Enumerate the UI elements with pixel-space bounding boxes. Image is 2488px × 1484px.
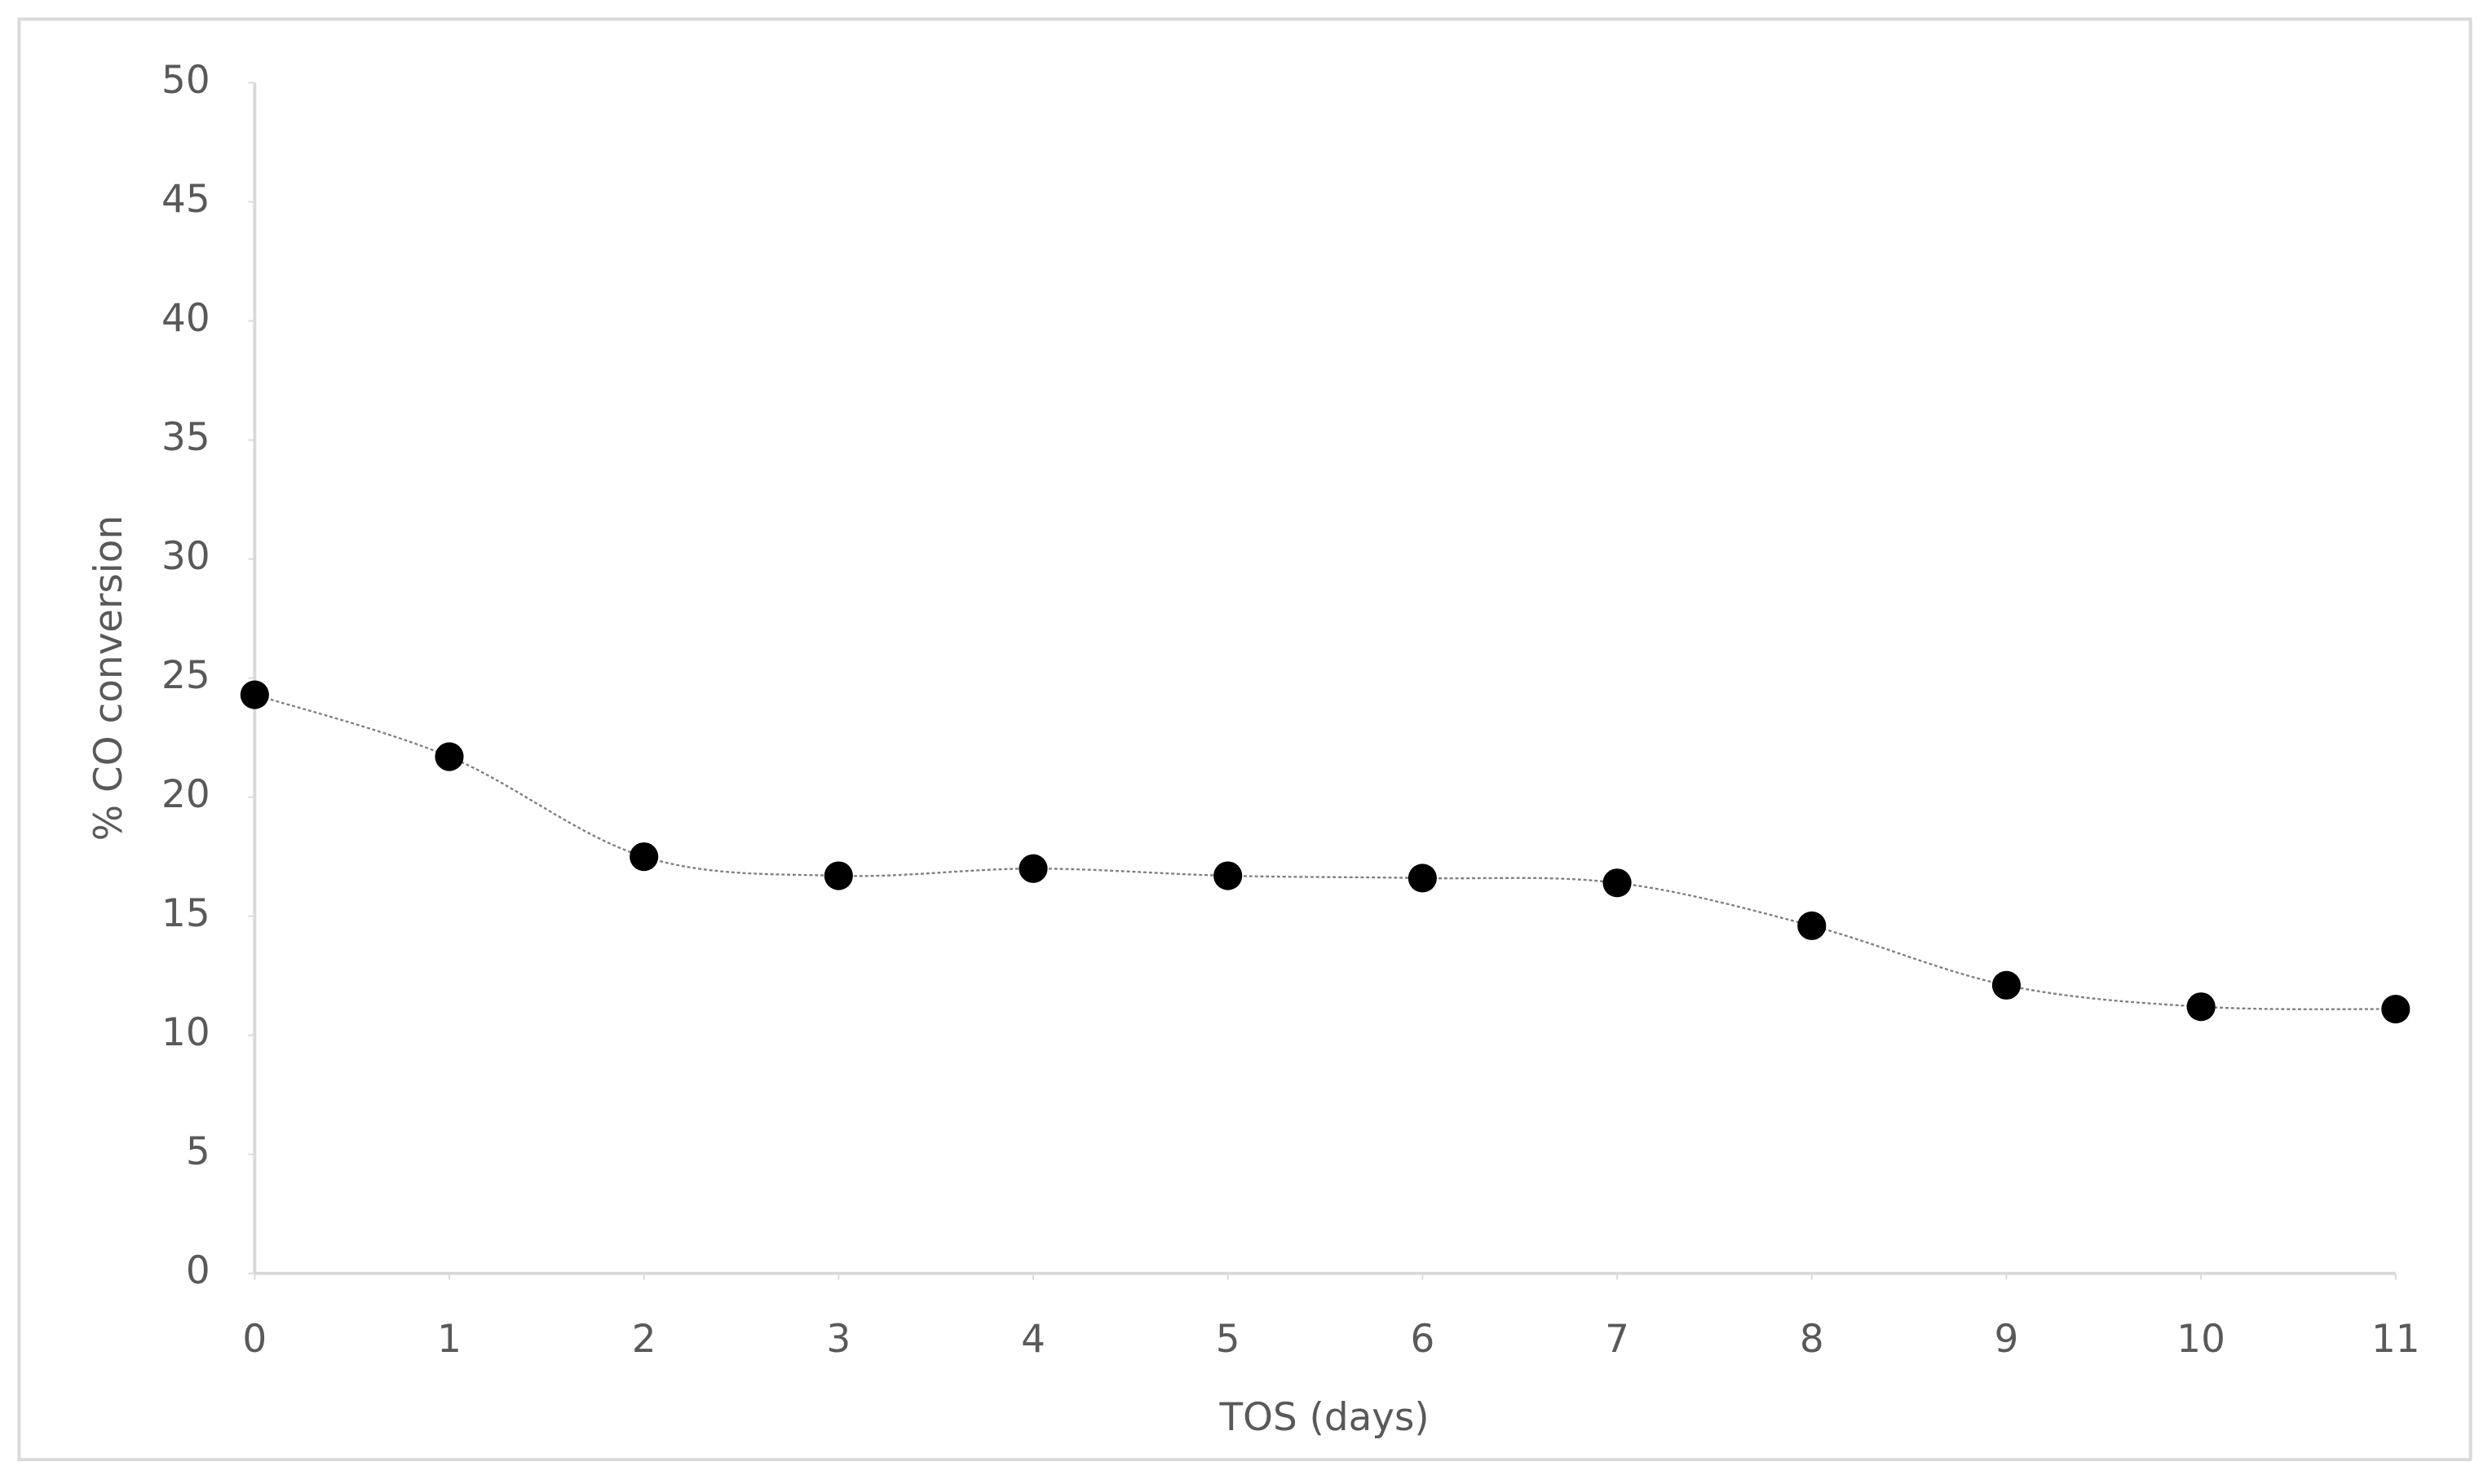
x-tick-label: 7 — [1605, 1318, 1629, 1362]
y-tick-label: 25 — [161, 654, 210, 698]
y-tick-label: 40 — [161, 297, 210, 341]
x-tick-label: 0 — [242, 1318, 267, 1362]
x-tick-label: 1 — [437, 1318, 462, 1362]
data-point — [630, 842, 659, 872]
data-point — [2381, 994, 2411, 1024]
data-point — [1602, 868, 1632, 898]
y-tick-label: 50 — [161, 59, 210, 103]
x-tick-label: 4 — [1021, 1318, 1045, 1362]
data-point — [435, 742, 464, 771]
y-tick-label: 35 — [161, 416, 210, 460]
data-point — [1019, 854, 1048, 883]
data-point — [1408, 863, 1437, 893]
data-point — [2186, 992, 2216, 1022]
x-tick-label: 2 — [632, 1318, 656, 1362]
x-tick-label: 8 — [1800, 1318, 1824, 1362]
x-tick-label: 9 — [1995, 1318, 2019, 1362]
x-axis-title: TOS (days) — [1218, 1396, 1429, 1440]
y-tick-label: 20 — [161, 773, 210, 817]
y-tick-label: 0 — [186, 1249, 210, 1293]
x-tick-label: 3 — [826, 1318, 851, 1362]
data-point — [1991, 970, 2021, 1000]
y-tick-label: 5 — [186, 1130, 210, 1174]
data-point — [1797, 911, 1827, 940]
chart-border — [17, 17, 2473, 1462]
series-line — [254, 693, 2396, 1010]
x-tick-label: 10 — [2176, 1318, 2225, 1362]
x-tick-label: 5 — [1216, 1318, 1240, 1362]
x-tick-label: 11 — [2371, 1318, 2420, 1362]
x-tick-label: 6 — [1410, 1318, 1434, 1362]
y-tick-label: 10 — [161, 1011, 210, 1055]
y-tick-label: 15 — [161, 892, 210, 936]
data-point — [824, 861, 853, 890]
y-tick-label: 45 — [161, 178, 210, 222]
y-tick-label: 30 — [161, 535, 210, 579]
y-axis-title: % CO conversion — [87, 515, 131, 841]
data-point — [240, 680, 269, 709]
data-point — [1213, 861, 1243, 890]
